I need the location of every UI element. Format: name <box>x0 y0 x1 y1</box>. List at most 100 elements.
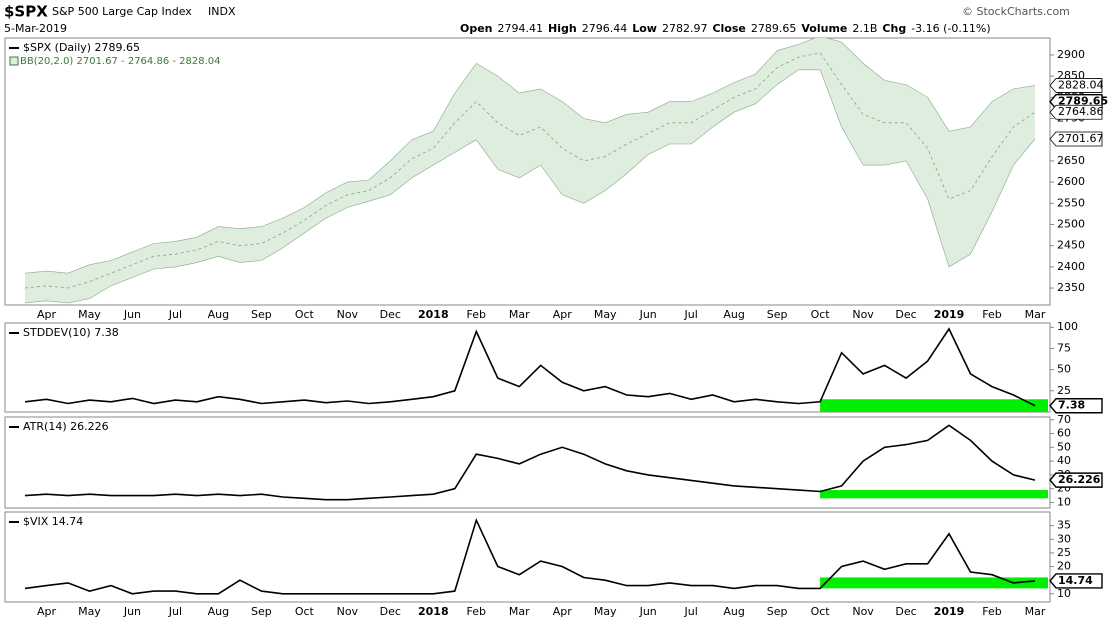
x-tick-label: Mar <box>1025 308 1046 321</box>
x-tick-label: May <box>78 605 101 618</box>
marker-label: 2789.65 <box>1058 95 1108 108</box>
date: 5-Mar-2019 <box>4 22 67 35</box>
highlight <box>820 577 1048 589</box>
x-tick-label: Mar <box>509 308 530 321</box>
y-tick-label: 2450 <box>1057 239 1085 252</box>
x-tick-label: Feb <box>467 308 486 321</box>
exchange: INDX <box>208 5 236 18</box>
x-tick-label: Dec <box>895 308 916 321</box>
x-tick-label: Dec <box>895 605 916 618</box>
index-name: S&P 500 Large Cap Index <box>52 5 192 18</box>
x-tick-label: Jun <box>123 308 141 321</box>
marker-box <box>1049 472 1103 488</box>
x-tick-label: May <box>594 605 617 618</box>
x-tick-label: Nov <box>852 308 874 321</box>
quote-label: High <box>548 22 577 35</box>
quote-value: 2796.44 <box>582 22 628 35</box>
y-tick-label: 50 <box>1057 440 1071 453</box>
x-tick-label: Feb <box>982 605 1001 618</box>
legend-label: STDDEV(10) 7.38 <box>23 326 119 339</box>
x-tick-label: 2019 <box>934 308 965 321</box>
x-tick-label: Aug <box>723 605 744 618</box>
y-tick-label: 10 <box>1057 587 1071 600</box>
x-tick-label: Feb <box>467 605 486 618</box>
highlight <box>820 399 1048 412</box>
band-lower <box>24 69 1036 304</box>
y-tick-label: 2600 <box>1057 175 1085 188</box>
x-tick-label: Dec <box>380 605 401 618</box>
quote-value: -3.16 (-0.11%) <box>911 22 990 35</box>
series-line <box>24 327 1036 407</box>
y-tick-label: 75 <box>1057 341 1071 354</box>
y-tick-label: 25 <box>1057 546 1071 559</box>
x-tick-label: May <box>78 308 101 321</box>
x-tick-label: Sep <box>251 308 272 321</box>
panel-frame <box>4 511 1051 603</box>
legend-label: $VIX 14.74 <box>23 515 83 528</box>
quote-value: 2.1B <box>852 22 877 35</box>
panel-frame <box>4 37 1051 306</box>
marker-label: 2828.04 <box>1058 78 1104 91</box>
x-tick-label: Sep <box>767 308 788 321</box>
series-line <box>24 424 1036 501</box>
x-tick-label: Jul <box>684 308 698 321</box>
y-tick-label: 10 <box>1057 495 1071 508</box>
x-tick-label: May <box>594 308 617 321</box>
quote-label: Open <box>460 22 493 35</box>
marker-label: 26.226 <box>1058 473 1101 486</box>
x-tick-label: 2019 <box>934 605 965 618</box>
y-tick-label: 25 <box>1057 384 1071 397</box>
x-tick-label: Nov <box>337 605 359 618</box>
x-tick-label: Apr <box>553 308 573 321</box>
y-tick-label: 2350 <box>1057 281 1085 294</box>
x-tick-label: Feb <box>982 308 1001 321</box>
marker-label: 7.38 <box>1058 399 1085 412</box>
x-tick-label: Aug <box>723 308 744 321</box>
y-tick-label: 70 <box>1057 413 1071 426</box>
legend-label: ATR(14) 26.226 <box>23 420 109 433</box>
y-tick-label: 2500 <box>1057 217 1085 230</box>
y-tick-label: 50 <box>1057 363 1071 376</box>
y-tick-label: 2400 <box>1057 260 1085 273</box>
x-tick-label: Apr <box>553 605 573 618</box>
marker-label: 2701.67 <box>1058 132 1104 145</box>
x-tick-label: Apr <box>37 308 57 321</box>
x-tick-label: Jul <box>168 605 182 618</box>
marker-label: 2764.86 <box>1058 105 1104 118</box>
legend-label: $SPX (Daily) 2789.65 <box>23 41 140 54</box>
legend-label: BB(20,2.0) 2701.67 - 2764.86 - 2828.04 <box>20 56 221 67</box>
x-tick-label: Sep <box>767 605 788 618</box>
y-tick-label: 2550 <box>1057 196 1085 209</box>
marker-box <box>1049 573 1103 589</box>
x-tick-label: Nov <box>852 605 874 618</box>
quote-label: Low <box>632 22 657 35</box>
band-area <box>25 38 1035 303</box>
y-tick-label: 100 <box>1057 320 1078 333</box>
panel-frame <box>4 322 1051 413</box>
x-tick-label: Mar <box>1025 605 1046 618</box>
quote-label: Close <box>712 22 745 35</box>
marker-box <box>1049 131 1103 147</box>
x-tick-label: Oct <box>811 605 831 618</box>
marker-box <box>1049 78 1103 93</box>
series-line <box>24 517 1036 595</box>
quote-value: 2782.97 <box>662 22 708 35</box>
marker-label: 14.74 <box>1058 574 1093 587</box>
y-tick-label: 60 <box>1057 427 1071 440</box>
y-tick-label: 40 <box>1057 454 1071 467</box>
legend-swatch <box>9 56 19 66</box>
x-tick-label: Oct <box>295 605 315 618</box>
quote-label: Volume <box>801 22 847 35</box>
y-tick-label: 2900 <box>1057 48 1085 61</box>
x-tick-label: 2018 <box>418 308 449 321</box>
marker-box <box>1049 398 1103 414</box>
x-tick-label: Jun <box>123 605 141 618</box>
x-tick-label: Jun <box>639 308 657 321</box>
y-tick-label: 2650 <box>1057 154 1085 167</box>
x-tick-label: Nov <box>337 308 359 321</box>
x-tick-label: Sep <box>251 605 272 618</box>
panel-frame <box>4 416 1051 509</box>
highlight <box>820 490 1048 499</box>
x-tick-label: 2018 <box>418 605 449 618</box>
